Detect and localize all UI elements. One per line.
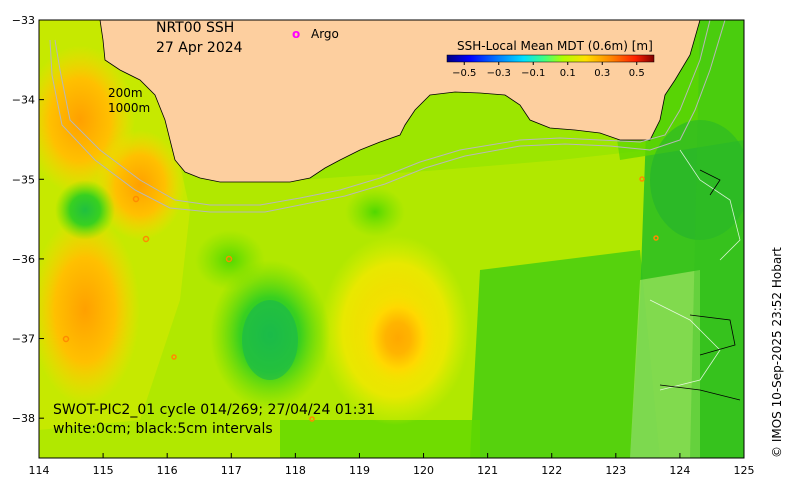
colorbar-tick-label: 0.1 bbox=[560, 68, 576, 79]
argo-float-marker bbox=[132, 195, 140, 203]
y-tick-label: −33 bbox=[12, 14, 35, 27]
map-date: 27 Apr 2024 bbox=[156, 40, 243, 56]
colorbar-tick-label: −0.1 bbox=[521, 68, 545, 79]
colorbar-tick-label: 0.3 bbox=[594, 68, 610, 79]
y-tick-label: −38 bbox=[12, 412, 35, 425]
x-tick-label: 125 bbox=[734, 464, 755, 477]
argo-float-marker bbox=[225, 255, 233, 263]
argo-legend-marker: o bbox=[292, 27, 300, 41]
argo-float-marker bbox=[639, 176, 645, 182]
y-tick-label: −35 bbox=[12, 173, 35, 186]
x-tick-label: 124 bbox=[669, 464, 690, 477]
x-tick-label: 119 bbox=[349, 464, 370, 477]
x-tick-label: 114 bbox=[29, 464, 50, 477]
isobath-label-200: 200m bbox=[108, 86, 143, 100]
argo-float-marker bbox=[653, 235, 659, 241]
contours-5cm bbox=[659, 169, 741, 401]
colorbar-tick-label: −0.3 bbox=[487, 68, 511, 79]
colorbar-scale bbox=[446, 54, 655, 63]
contours-zero bbox=[649, 149, 741, 391]
x-tick-label: 120 bbox=[413, 464, 434, 477]
isobath-lines bbox=[49, 20, 726, 213]
argo-float-marker bbox=[62, 335, 70, 343]
y-axis: −33 −34 −35 −36 −37 −38 bbox=[12, 14, 44, 425]
y-tick-label: −37 bbox=[12, 333, 35, 346]
colorbar: SSH-Local Mean MDT (0.6m) [m] −0.5 −0.3 −0… bbox=[446, 39, 655, 79]
x-tick-label: 118 bbox=[285, 464, 306, 477]
x-tick-label: 123 bbox=[605, 464, 626, 477]
y-tick-label: −36 bbox=[12, 253, 35, 266]
isobath-label-1000: 1000m bbox=[108, 101, 150, 115]
argo-float-marker bbox=[171, 354, 177, 360]
imos-credit: © IMOS 10-Sep-2025 23:52 Hobart bbox=[770, 247, 784, 458]
colorbar-tick-label: 0.5 bbox=[629, 68, 645, 79]
x-tick-label: 121 bbox=[477, 464, 498, 477]
contour-key: white:0cm; black:5cm intervals bbox=[53, 421, 273, 437]
swot-pass-info: SWOT-PIC2_01 cycle 014/269; 27/04/24 01:… bbox=[53, 402, 375, 418]
x-tick-label: 117 bbox=[221, 464, 242, 477]
colorbar-title: SSH-Local Mean MDT (0.6m) [m] bbox=[457, 39, 653, 53]
argo-float-marker bbox=[142, 235, 150, 243]
argo-float-marker bbox=[309, 416, 315, 422]
x-axis: 114 115 116 117 118 119 120 121 122 123 124 125 bbox=[29, 453, 755, 477]
x-tick-label: 116 bbox=[157, 464, 178, 477]
ssh-field bbox=[39, 20, 744, 458]
colorbar-tick-label: −0.5 bbox=[452, 68, 476, 79]
map-title: NRT00 SSH bbox=[156, 20, 234, 36]
argo-legend-label: Argo bbox=[311, 27, 339, 41]
plot-frame bbox=[38, 19, 745, 459]
x-tick-label: 122 bbox=[541, 464, 562, 477]
x-tick-label: 115 bbox=[93, 464, 114, 477]
y-tick-label: −34 bbox=[12, 94, 35, 107]
argo-markers bbox=[62, 176, 659, 422]
